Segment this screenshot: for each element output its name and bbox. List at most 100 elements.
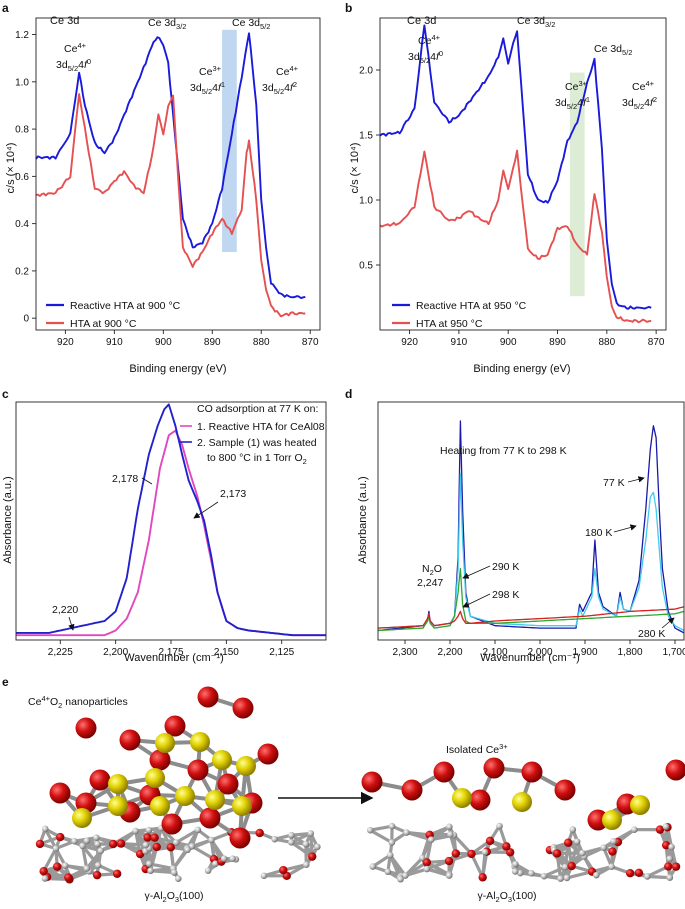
svg-text:Ce3+: Ce3+ <box>199 64 222 78</box>
cerium-atom <box>155 733 175 753</box>
aluminium-atom <box>83 865 90 872</box>
aluminium-atom <box>447 831 454 838</box>
aluminium-atom <box>314 844 321 851</box>
aluminium-atom <box>288 832 295 839</box>
aluminium-atom <box>94 841 101 848</box>
annotation-n2o: N2O 2,247 <box>417 563 443 589</box>
svg-text:3d5/24f2: 3d5/24f2 <box>262 80 297 96</box>
aluminium-atom <box>424 866 431 873</box>
oxygen-atom <box>279 866 287 874</box>
isolated-ce3-model <box>362 758 685 883</box>
aluminium-atom <box>288 839 295 846</box>
oxygen-atom <box>608 847 616 855</box>
ceo2-nanoparticle-model <box>36 687 321 884</box>
bond-network <box>40 828 317 879</box>
aluminium-atom <box>600 844 607 851</box>
arrow-77k <box>628 478 644 482</box>
aluminium-atom <box>610 838 617 845</box>
surface-oxygen-atom <box>198 687 219 708</box>
legend-entry-2: 2. Sample (1) was heated to 800 °C in 1 … <box>180 437 317 466</box>
aluminium-atom <box>397 876 404 883</box>
x-tick-label: 920 <box>401 337 418 348</box>
aluminium-atom <box>369 863 376 870</box>
surface-oxygen-atom <box>188 760 209 781</box>
aluminium-atom <box>307 830 314 837</box>
surface-oxygen-atom <box>434 762 455 783</box>
y-tick-label: 0.5 <box>359 261 373 272</box>
aluminium-atom <box>147 867 154 874</box>
aluminium-atom <box>97 847 104 854</box>
y-tick-label: 0.8 <box>15 125 29 136</box>
cerium-atom <box>108 774 128 794</box>
aluminium-atom <box>403 829 410 836</box>
oxygen-atom <box>478 873 486 881</box>
aluminium-atom <box>184 846 191 853</box>
substrate-label-left: γ-Al2O3(100) <box>144 890 203 904</box>
x-tick-label: 2,225 <box>48 647 73 658</box>
y-tick-label: 1.0 <box>15 77 29 88</box>
surface-oxygen-atom <box>470 790 491 811</box>
label-180k: 180 K <box>585 527 612 539</box>
aluminium-atom <box>221 855 228 862</box>
aluminium-atom <box>482 849 489 856</box>
legend-entry-1: 1. Reactive HTA for CeAl08 <box>180 421 325 433</box>
cerium-atom <box>72 808 92 828</box>
svg-text:3d5/24f0: 3d5/24f0 <box>408 49 443 65</box>
cerium-atom <box>512 792 532 812</box>
annotation-ce3d32: Ce 3d3/2 <box>517 15 555 29</box>
oxygen-atom <box>53 862 61 870</box>
annotation-ce3d52: Ce 3d5/2 <box>232 17 270 31</box>
oxygen-atom <box>153 843 161 851</box>
x-tick-label: 880 <box>598 337 615 348</box>
oxygen-atom <box>626 869 634 877</box>
legend-label: HTA at 950 °C <box>416 318 483 330</box>
aluminium-atom <box>631 826 638 833</box>
aluminium-atom <box>512 868 519 875</box>
x-tick-label: 870 <box>302 337 319 348</box>
panel-label-d: d <box>345 387 352 401</box>
y-tick-label: 0.2 <box>15 266 29 277</box>
aluminium-atom <box>205 867 212 874</box>
surface-oxygen-atom <box>484 758 505 779</box>
oxygen-atom <box>452 849 460 857</box>
highlight-band-rect <box>222 30 237 252</box>
panel-e-illustration: Ce4+O2 nanoparticles Isolated Ce3+ γ-Al2… <box>28 687 685 905</box>
series-line-1 <box>378 473 684 630</box>
panel-label-b: b <box>345 1 352 15</box>
series-group <box>380 25 651 322</box>
legend-label: Reactive HTA at 900 °C <box>70 300 181 312</box>
y-tick-label: 1.5 <box>359 131 373 142</box>
panel-label-a: a <box>2 1 9 15</box>
right-structure-title: Isolated Ce3+ <box>446 742 508 756</box>
aluminium-atom <box>261 872 268 879</box>
surface-oxygen-atom <box>555 780 576 801</box>
series-line-1 <box>36 94 305 316</box>
svg-text:Ce4+: Ce4+ <box>632 79 655 93</box>
oxygen-atom <box>113 870 121 878</box>
label-290k: 290 K <box>492 561 519 573</box>
cerium-atom <box>236 756 256 776</box>
plot-frame <box>378 402 684 640</box>
annotation-ce4-f2: Ce4+ 3d5/24f2 <box>262 64 299 96</box>
left-structure-title: Ce4+O2 nanoparticles <box>28 694 128 710</box>
aluminium-atom <box>146 861 153 868</box>
aluminium-atom <box>71 838 78 845</box>
aluminium-atom <box>562 864 569 871</box>
x-axis-label: Wavenumber (cm⁻¹) <box>480 652 580 664</box>
aluminium-atom <box>367 827 374 834</box>
svg-text:Ce4+: Ce4+ <box>64 41 87 55</box>
annotation-ce3d32: Ce 3d3/2 <box>148 17 186 31</box>
aluminium-atom <box>42 826 49 833</box>
x-tick-label: 890 <box>549 337 566 348</box>
aluminium-atom <box>663 823 670 830</box>
aluminium-atom <box>385 868 392 875</box>
aluminium-atom <box>195 827 202 834</box>
aluminium-atom <box>303 861 310 868</box>
aluminium-atom <box>175 875 182 882</box>
aluminium-atom <box>668 844 675 851</box>
svg-text:Ce4+: Ce4+ <box>418 33 441 47</box>
aluminium-atom <box>79 843 86 850</box>
aluminium-atom <box>496 823 503 830</box>
